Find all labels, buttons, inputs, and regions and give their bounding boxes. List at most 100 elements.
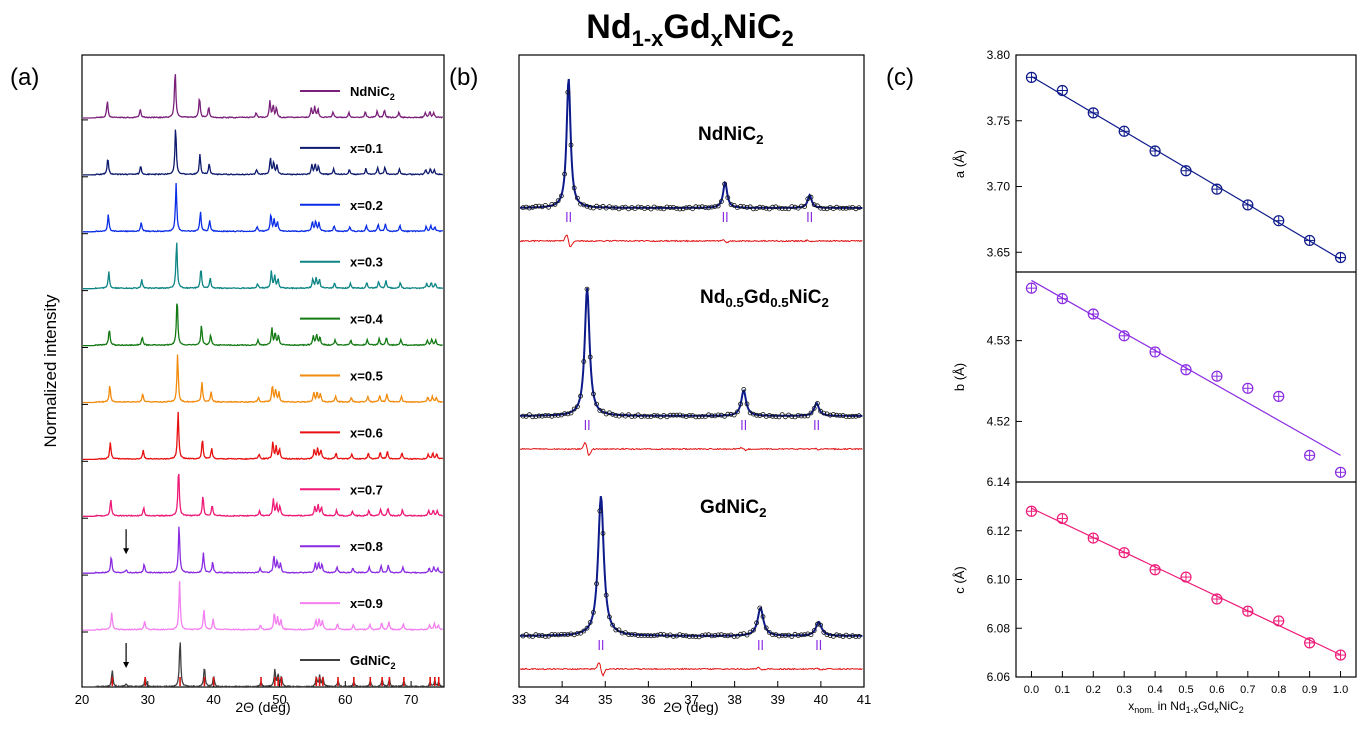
obs-point (731, 634, 737, 639)
legend-label-2: x=0.2 (350, 198, 383, 213)
obs-point (629, 414, 635, 420)
obs-point (578, 393, 583, 399)
obs-point (520, 413, 526, 419)
obs-point (562, 632, 567, 637)
obs-point (728, 411, 734, 417)
obs-point (555, 412, 561, 418)
obs-point (552, 412, 558, 418)
obs-point (533, 414, 539, 420)
obs-point (667, 205, 673, 210)
x-tick-label-c: 0.0 (1024, 684, 1039, 696)
x-tick-label-b: 40 (814, 692, 828, 707)
obs-point (543, 634, 548, 639)
obs-point (587, 204, 593, 210)
obs-point (789, 414, 795, 419)
obs-point (603, 592, 609, 598)
obs-point (843, 205, 849, 211)
obs-point (639, 204, 644, 210)
obs-point (610, 205, 615, 211)
obs-point (632, 632, 638, 637)
fit-line-2 (520, 496, 863, 637)
obs-point (619, 205, 625, 211)
obs-point (703, 205, 708, 210)
obs-point (584, 203, 590, 209)
obs-point (751, 206, 756, 212)
obs-point (744, 204, 750, 210)
obs-point (533, 632, 539, 638)
obs-point (786, 206, 791, 212)
obs-point (709, 633, 715, 639)
obs-point (821, 206, 827, 212)
obs-point (680, 413, 686, 419)
obs-point (850, 633, 855, 639)
obs-point (693, 414, 699, 420)
obs-point (795, 412, 801, 418)
obs-point (687, 413, 692, 418)
obs-point (792, 204, 798, 210)
x-tick-label-c: 0.8 (1271, 684, 1286, 696)
obs-point (520, 205, 526, 211)
obs-point (725, 411, 731, 417)
obs-point (597, 407, 603, 413)
pattern-line-4 (83, 303, 443, 347)
x-tick-label-a: 70 (404, 692, 418, 707)
obs-point (539, 633, 545, 638)
panel-label-a: (a) (10, 64, 39, 91)
obs-point (725, 195, 731, 201)
x-tick-label-a: 60 (338, 692, 352, 707)
obs-point (741, 386, 747, 392)
legend-label-1: x=0.1 (350, 141, 383, 156)
obs-point (744, 401, 750, 407)
obs-point (658, 631, 663, 637)
panel-c-ylabel-b: b (Å) (952, 363, 967, 391)
obs-point (674, 412, 679, 418)
obs-point (731, 412, 737, 418)
panel-b-plot: 33 34 35 36 37 38 39 40 41 NdNiC2 Nd0.5Gd0.5NiC2 Gd… (512, 78, 871, 707)
obs-point (776, 633, 782, 639)
figure-title: Nd1-xGdxNiC2 (586, 8, 793, 51)
obs-point (584, 625, 590, 631)
x-tick-label-b: 35 (598, 692, 612, 707)
obs-point (645, 414, 651, 420)
obs-point (821, 629, 827, 635)
obs-point (757, 204, 763, 210)
obs-point (808, 410, 814, 416)
obs-point (546, 413, 551, 419)
obs-point (850, 413, 855, 419)
obs-point (763, 413, 769, 419)
obs-point (527, 412, 532, 418)
obs-point (587, 354, 593, 360)
obs-point (802, 413, 807, 419)
obs-point (651, 633, 657, 639)
obs-point (575, 631, 580, 636)
obs-point (591, 391, 596, 397)
obs-point (671, 634, 676, 639)
obs-point (546, 204, 551, 210)
obs-point (802, 204, 807, 209)
obs-point (802, 632, 807, 638)
obs-point (795, 633, 801, 638)
obs-point (767, 413, 772, 418)
obs-point (536, 633, 542, 639)
obs-point (712, 633, 718, 638)
obs-point (642, 206, 647, 211)
obs-point (530, 414, 535, 420)
obs-point (683, 633, 689, 639)
obs-point (552, 201, 558, 207)
obs-point (856, 205, 862, 211)
obs-point (834, 632, 839, 638)
obs-point (821, 410, 827, 416)
obs-point (763, 625, 769, 631)
obs-point (709, 204, 715, 210)
obs-point (645, 633, 651, 638)
obs-point (629, 632, 635, 637)
obs-point (770, 413, 775, 419)
residual-line-2 (520, 662, 863, 677)
obs-point (655, 205, 660, 211)
obs-point (530, 204, 535, 210)
obs-point (626, 632, 631, 637)
obs-point (741, 204, 747, 210)
obs-point (808, 194, 814, 200)
x-tick-label-c: 1.0 (1333, 684, 1348, 696)
obs-point (795, 205, 801, 211)
